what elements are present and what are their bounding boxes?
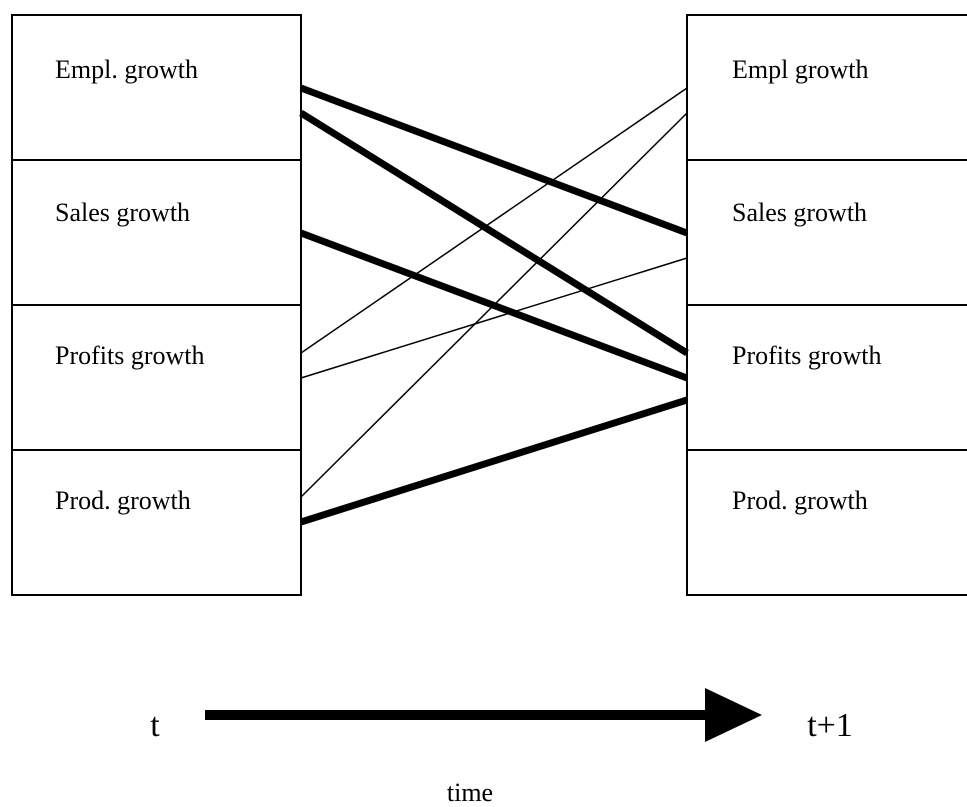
node-label: Empl. growth — [55, 55, 198, 84]
connection — [300, 87, 688, 354]
node-label: Sales growth — [55, 198, 190, 227]
connection — [299, 396, 689, 526]
node-box — [686, 304, 967, 451]
connection — [300, 257, 688, 379]
node-box — [11, 304, 302, 451]
node-label: Prod. growth — [55, 486, 191, 515]
node-label: Sales growth — [732, 198, 867, 227]
right-column: Empl growth Sales growth Profits growth … — [686, 14, 967, 596]
arrow-head — [705, 688, 762, 742]
node-label: Profits growth — [732, 341, 882, 370]
connection — [299, 84, 689, 237]
node-box — [686, 449, 967, 596]
time-label: time — [447, 778, 493, 807]
node-box — [686, 159, 967, 306]
left-column: Empl. growth Sales growth Profits growth… — [11, 14, 302, 596]
connections — [299, 84, 689, 526]
node-box — [11, 14, 302, 161]
time-start: t — [150, 707, 160, 744]
node-box — [686, 14, 967, 161]
node-label: Prod. growth — [732, 486, 868, 515]
connection — [300, 112, 688, 498]
time-arrow: t t+1 time — [150, 688, 853, 807]
node-box — [11, 159, 302, 306]
time-end: t+1 — [807, 707, 853, 744]
node-label: Profits growth — [55, 341, 205, 370]
node-box — [11, 449, 302, 596]
connection — [299, 110, 689, 356]
node-label: Empl growth — [732, 55, 869, 84]
